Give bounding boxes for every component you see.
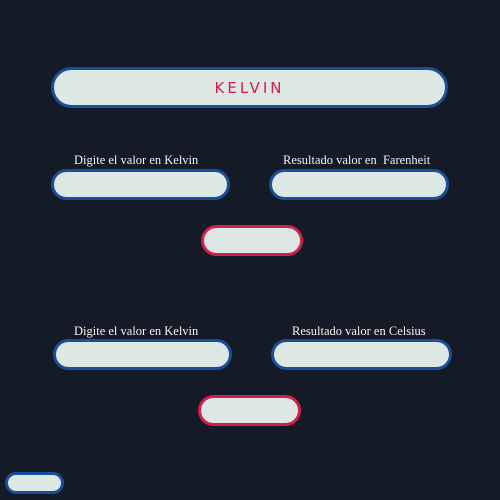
page-title: KELVIN [214, 78, 285, 97]
celsius-result-field[interactable] [271, 339, 452, 370]
kelvin-input-label-1: Digite el valor en Kelvin [74, 153, 199, 167]
kelvin-input-2[interactable] [53, 339, 232, 370]
kelvin-input-1[interactable] [51, 169, 230, 200]
kelvin-input-label-2: Digite el valor en Kelvin [74, 324, 199, 338]
convert-celsius-button[interactable] [198, 395, 301, 426]
page-title-banner: KELVIN [51, 67, 448, 108]
back-button[interactable] [5, 472, 64, 494]
farenheit-result-field[interactable] [269, 169, 449, 200]
farenheit-result-label: Resultado valor en Farenheit [283, 153, 431, 167]
celsius-result-label: Resultado valor en Celsius [292, 324, 426, 338]
convert-farenheit-button[interactable] [201, 225, 303, 256]
